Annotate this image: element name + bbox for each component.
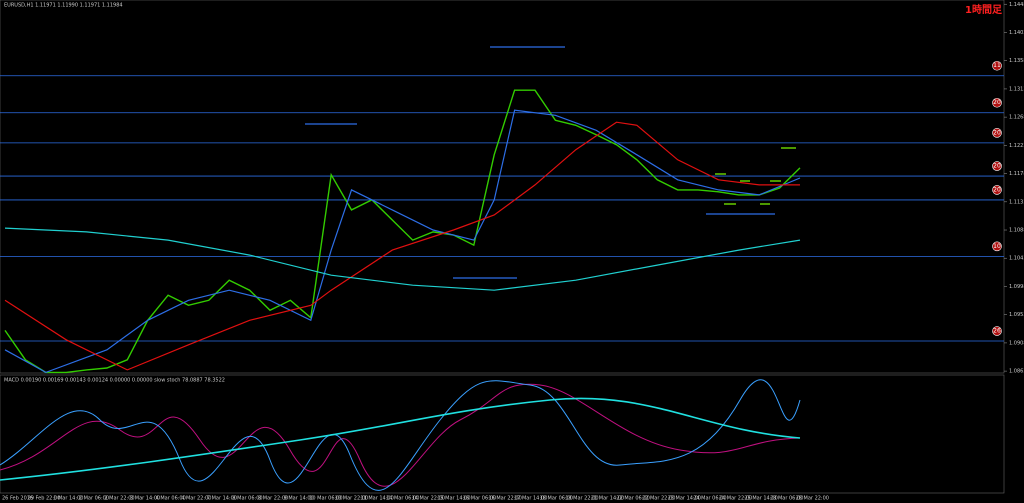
x-tick-label: 16 Mar 06:00 xyxy=(463,496,496,502)
y-tick-label: 1.0953 xyxy=(1009,312,1024,318)
x-tick-label: 21 Mar 14:00 xyxy=(591,496,624,502)
y-tick-label: 1.0908 xyxy=(1009,340,1024,346)
chart-title: EURUSD,H1 1.11971 1.11990 1.11971 1.1198… xyxy=(4,3,123,9)
level-marker xyxy=(992,60,1002,71)
y-tick-label: 1.1313 xyxy=(1009,86,1024,92)
x-tick-label: 23 Mar 14:00 xyxy=(668,496,701,502)
level-marker xyxy=(992,241,1002,252)
level-marker xyxy=(992,185,1002,195)
x-tick-label: 14 Mar 22:00 xyxy=(412,496,445,502)
x-tick-label: 22 Mar 06:00 xyxy=(616,496,649,502)
x-tick-label: 10 Mar 06:00 xyxy=(309,496,342,502)
y-tick-label: 1.1133 xyxy=(1009,199,1024,205)
level-label: 26 xyxy=(993,328,1001,335)
x-tick-label: 10 Mar 22:00 xyxy=(335,496,368,502)
x-tick-label: 18 Mar 22:00 xyxy=(565,496,598,502)
level-marker xyxy=(992,326,1002,336)
x-tick-label: 24 Mar 22:00 xyxy=(719,496,752,502)
x-tick-label: 1 Mar 14:00 xyxy=(53,496,83,502)
series-line xyxy=(4,227,801,291)
x-tick-label: 25 Mar 14:00 xyxy=(744,496,777,502)
y-tick-label: 1.1403 xyxy=(1009,30,1024,36)
x-tick-label: 2 Mar 06:00 xyxy=(79,496,109,502)
level-marker xyxy=(992,97,1002,108)
y-tick-label: 1.1358 xyxy=(1009,58,1024,64)
y-tick-label: 1.1448 xyxy=(1009,2,1024,8)
indicator-lines xyxy=(0,379,801,491)
x-tick-label: 4 Mar 22:00 xyxy=(181,496,211,502)
x-tick-label: 2 Mar 22:00 xyxy=(104,496,134,502)
y-tick-label: 1.0998 xyxy=(1009,284,1024,290)
x-tick-label: 26 Feb 2016 xyxy=(2,496,33,502)
y-tick-label: 1.0863 xyxy=(1009,369,1024,375)
x-tick-label: 8 Mar 06:00 xyxy=(232,496,262,502)
x-tick-label: 24 Mar 06:00 xyxy=(693,496,726,502)
level-label: 20 xyxy=(993,186,1001,193)
green-segments xyxy=(715,147,796,205)
x-tick-label: 14 Mar 06:00 xyxy=(386,496,419,502)
x-tick-label: 11 Mar 14:00 xyxy=(360,496,393,502)
x-tick-label: 16 Mar 22:00 xyxy=(488,496,521,502)
x-tick-label: 17 Mar 14:00 xyxy=(514,496,547,502)
x-tick-label: 29 Feb 22:00 xyxy=(28,496,61,502)
x-tick-label: 3 Mar 14:00 xyxy=(130,496,160,502)
y-tick-label: 1.1268 xyxy=(1009,115,1024,121)
level-label: 20 xyxy=(993,99,1001,106)
x-tick-label: 28 Mar 22:00 xyxy=(796,496,829,502)
sr-segments xyxy=(305,46,775,279)
x-tick-label: 7 Mar 14:00 xyxy=(207,496,237,502)
series-line xyxy=(4,109,801,374)
x-tick-label: 28 Mar 06:00 xyxy=(770,496,803,502)
series-line xyxy=(4,89,801,374)
level-label: 20 xyxy=(993,129,1001,136)
y-tick-label: 1.1043 xyxy=(1009,256,1024,262)
x-tick-label: 9 Mar 14:00 xyxy=(284,496,314,502)
level-label: 20 xyxy=(993,163,1001,170)
timeframe-label: 1時間足 xyxy=(965,3,1003,16)
indicator-frame xyxy=(0,374,1005,494)
level-label: 11 xyxy=(993,62,1001,69)
series-line xyxy=(4,121,800,371)
y-tick-label: 1.1088 xyxy=(1009,228,1024,234)
x-tick-label: 8 Mar 22:00 xyxy=(258,496,288,502)
x-tick-label: 22 Mar 22:00 xyxy=(642,496,675,502)
x-tick-label: 4 Mar 06:00 xyxy=(156,496,186,502)
main-frame xyxy=(0,0,1005,374)
x-tick-label: 18 Mar 06:00 xyxy=(540,496,573,502)
indicator-label: MACD 0.00190 0.00169 0.00143 0.00124 0.0… xyxy=(4,378,225,384)
y-tick-label: 1.1178 xyxy=(1009,171,1024,177)
level-marker xyxy=(992,161,1002,171)
y-tick-label: 1.1223 xyxy=(1009,143,1024,149)
level-label: 10 xyxy=(993,243,1001,250)
level-marker xyxy=(992,128,1002,138)
x-tick-label: 15 Mar 14:00 xyxy=(437,496,470,502)
